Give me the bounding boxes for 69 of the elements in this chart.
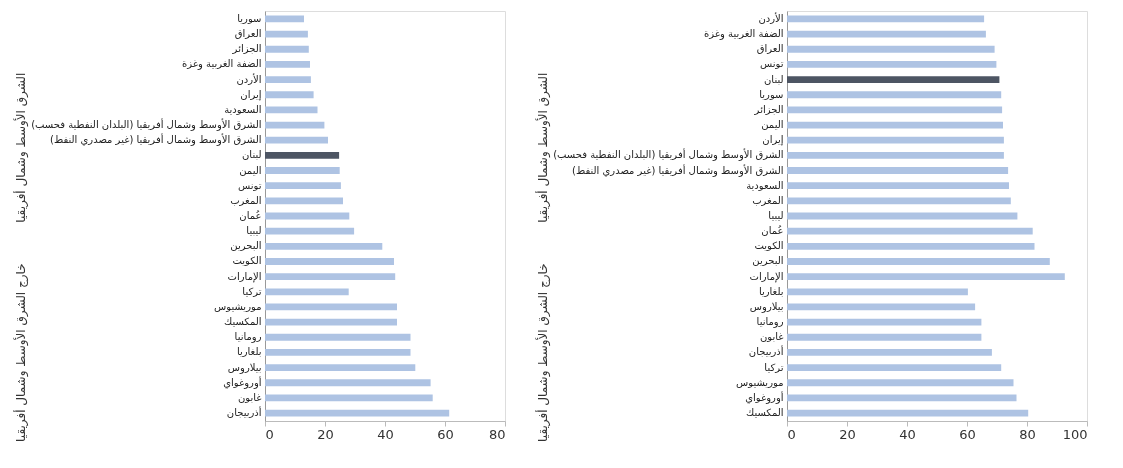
y-tick-label: إيران bbox=[762, 134, 784, 147]
y-tick-label: ليبيا bbox=[768, 210, 784, 221]
y-tick-label: أذربيجان bbox=[226, 406, 262, 419]
y-tick-label: الإمارات bbox=[749, 270, 784, 283]
y-tick-label: الشرق الأوسط وشمال أفريقيا (البلدان النفطية فحسب) bbox=[31, 118, 262, 132]
y-tick-label: تركيا bbox=[242, 285, 262, 297]
y-tick-label: غابون bbox=[759, 331, 784, 343]
y-tick-label: لبنان bbox=[242, 149, 262, 161]
y-tick-label: الضفة الغربية وغزة bbox=[704, 28, 784, 41]
y-tick-label: موريشيوس bbox=[214, 300, 262, 312]
y-tick-label: المغرب bbox=[752, 194, 784, 206]
y-tick-label: سوريا bbox=[237, 12, 262, 24]
y-tick-label: الضفة الغربية وغزة bbox=[182, 58, 262, 71]
x-tick-label: 60 bbox=[959, 426, 976, 442]
text: خارج الشرق الأوسط وشمال أفريقيا bbox=[535, 263, 551, 442]
y-tick-label: البحرين bbox=[230, 240, 262, 252]
y-tick-label: تونس bbox=[238, 179, 262, 191]
y-tick-label: بلغاريا bbox=[758, 285, 784, 297]
y-tick-label: إيران bbox=[240, 88, 262, 101]
text: الشرق الأوسط وشمال أفريقيا bbox=[13, 72, 29, 223]
y-tick-label: الجزائر bbox=[231, 43, 262, 55]
y-tick-label: الإمارات bbox=[227, 270, 262, 283]
x-tick-label: 0 bbox=[265, 426, 274, 442]
y-tick-label: اليمن bbox=[239, 164, 262, 176]
y-tick-label: غابون bbox=[237, 391, 262, 403]
text: خارج الشرق الأوسط وشمال أفريقيا bbox=[13, 263, 29, 442]
x-tick-label: 40 bbox=[899, 426, 916, 442]
y-tick-label: اليمن bbox=[761, 119, 784, 131]
y-tick-label: المغرب bbox=[230, 194, 262, 206]
y-tick-label: الشرق الأوسط وشمال أفريقيا (غير مصدري النفط) bbox=[572, 163, 784, 177]
y-tick-label: ليبيا bbox=[246, 225, 262, 237]
y-tick-label: أوروغواي bbox=[745, 390, 784, 404]
x-tick-label: 60 bbox=[437, 426, 454, 442]
y-tick-label: أذربيجان bbox=[748, 345, 784, 358]
y-tick-label: الأردن bbox=[236, 72, 262, 85]
y-tick-label: العراق bbox=[756, 43, 784, 55]
y-tick-label: عُمان bbox=[239, 210, 262, 221]
y-tick-label: الأردن bbox=[758, 11, 784, 24]
y-tick-label: الجزائر bbox=[753, 103, 784, 115]
y-tick-label: الشرق الأوسط وشمال أفريقيا (غير مصدري النفط) bbox=[50, 133, 262, 147]
y-tick-label: السعودية bbox=[746, 179, 784, 191]
y-tick-label: تونس bbox=[760, 58, 784, 70]
x-tick-label: 20 bbox=[839, 426, 856, 442]
y-tick-label: الكويت bbox=[232, 255, 262, 267]
y-tick-label: البحرين bbox=[752, 255, 784, 267]
y-tick-label: أوروغواي bbox=[223, 375, 262, 389]
x-tick-label: 20 bbox=[317, 426, 334, 442]
y-tick-label: العراق bbox=[234, 28, 262, 40]
y-tick-label: بلغاريا bbox=[236, 346, 262, 358]
x-tick-label: 40 bbox=[377, 426, 394, 442]
x-tick-label: 80 bbox=[488, 426, 506, 442]
y-tick-label: بيلاروس bbox=[749, 300, 784, 313]
y-tick-label: المكسيك bbox=[224, 316, 262, 328]
y-tick-label: رومانيا bbox=[234, 331, 262, 344]
x-tick-label: 100 bbox=[1062, 426, 1088, 442]
text: الشرق الأوسط وشمال أفريقيا bbox=[535, 72, 551, 223]
y-tick-label: سوريا bbox=[759, 88, 784, 100]
y-tick-label: المكسيك bbox=[746, 407, 784, 419]
y-tick-label: الشرق الأوسط وشمال أفريقيا (البلدان النفطية فحسب) bbox=[553, 148, 784, 162]
x-tick-label: 0 bbox=[787, 426, 796, 442]
y-tick-label: رومانيا bbox=[756, 316, 784, 329]
y-tick-label: السعودية bbox=[224, 103, 262, 115]
y-tick-label: تركيا bbox=[764, 361, 784, 373]
y-tick-label: بيلاروس bbox=[227, 361, 262, 374]
y-tick-label: الكويت bbox=[754, 240, 784, 252]
y-tick-label: موريشيوس bbox=[736, 376, 784, 388]
y-tick-label: لبنان bbox=[764, 73, 784, 85]
y-tick-label: عُمان bbox=[761, 225, 784, 237]
x-tick-label: 80 bbox=[1019, 426, 1036, 442]
